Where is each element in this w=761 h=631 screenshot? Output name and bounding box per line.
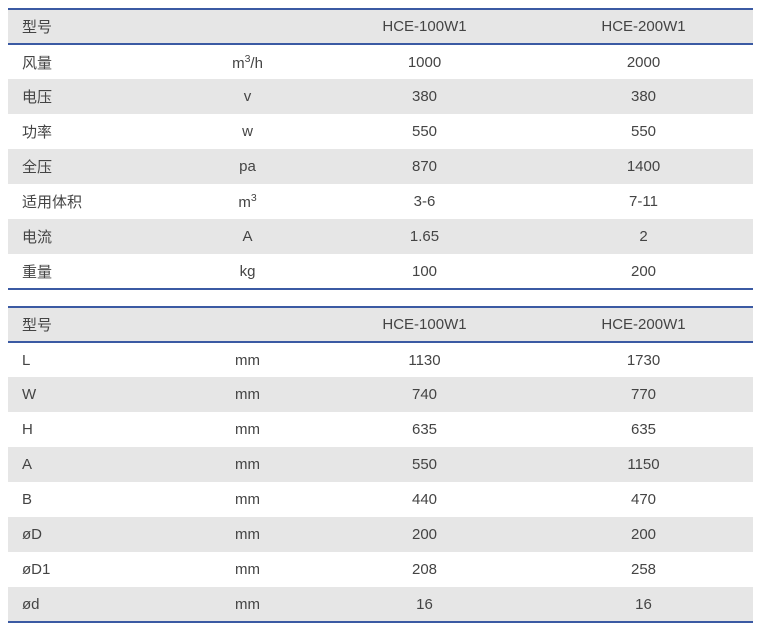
table-row: øD1mm208258: [8, 552, 753, 587]
table-row: 电流A1.652: [8, 219, 753, 254]
table-row: 重量kg100200: [8, 254, 753, 289]
row-unit: pa: [180, 149, 315, 184]
row-value-2: 2: [534, 219, 753, 254]
row-unit: mm: [180, 552, 315, 587]
header-model-2: HCE-200W1: [534, 307, 753, 342]
header-unit: [180, 307, 315, 342]
row-value-1: 16: [315, 587, 534, 622]
row-value-1: 440: [315, 482, 534, 517]
row-value-2: 550: [534, 114, 753, 149]
header-unit: [180, 9, 315, 44]
spec-table-1-body: 风量m3/h10002000电压v380380功率w550550全压pa8701…: [8, 44, 753, 289]
table-header-row: 型号 HCE-100W1 HCE-200W1: [8, 307, 753, 342]
row-value-2: 200: [534, 517, 753, 552]
row-value-1: 550: [315, 114, 534, 149]
row-unit: mm: [180, 412, 315, 447]
row-value-2: 7-11: [534, 184, 753, 219]
row-label: B: [8, 482, 180, 517]
table-row: 功率w550550: [8, 114, 753, 149]
row-unit: v: [180, 79, 315, 114]
row-unit: A: [180, 219, 315, 254]
row-value-1: 208: [315, 552, 534, 587]
row-label: 电压: [8, 79, 180, 114]
row-label: 功率: [8, 114, 180, 149]
header-model-2: HCE-200W1: [534, 9, 753, 44]
row-value-1: 3-6: [315, 184, 534, 219]
spec-table-2: 型号 HCE-100W1 HCE-200W1 Lmm11301730Wmm740…: [8, 306, 753, 623]
row-unit: w: [180, 114, 315, 149]
header-model-1: HCE-100W1: [315, 9, 534, 44]
row-value-2: 258: [534, 552, 753, 587]
row-label: W: [8, 377, 180, 412]
table-header-row: 型号 HCE-100W1 HCE-200W1: [8, 9, 753, 44]
row-label: øD: [8, 517, 180, 552]
row-label: 风量: [8, 44, 180, 79]
row-value-2: 380: [534, 79, 753, 114]
row-label: 适用体积: [8, 184, 180, 219]
row-value-1: 380: [315, 79, 534, 114]
row-value-2: 770: [534, 377, 753, 412]
table-row: Wmm740770: [8, 377, 753, 412]
header-label: 型号: [8, 307, 180, 342]
table-row: 适用体积m33-67-11: [8, 184, 753, 219]
table-row: 风量m3/h10002000: [8, 44, 753, 79]
table-row: 电压v380380: [8, 79, 753, 114]
row-value-2: 1150: [534, 447, 753, 482]
row-unit: mm: [180, 587, 315, 622]
row-label: ød: [8, 587, 180, 622]
table-row: Hmm635635: [8, 412, 753, 447]
table-row: Lmm11301730: [8, 342, 753, 377]
table-row: Amm5501150: [8, 447, 753, 482]
header-label: 型号: [8, 9, 180, 44]
table-row: 全压pa8701400: [8, 149, 753, 184]
row-label: øD1: [8, 552, 180, 587]
row-value-1: 635: [315, 412, 534, 447]
row-unit: mm: [180, 517, 315, 552]
row-unit: mm: [180, 482, 315, 517]
row-value-1: 1130: [315, 342, 534, 377]
row-value-2: 635: [534, 412, 753, 447]
row-label: 全压: [8, 149, 180, 184]
row-unit: kg: [180, 254, 315, 289]
row-value-2: 1400: [534, 149, 753, 184]
spec-table-2-body: Lmm11301730Wmm740770Hmm635635Amm5501150B…: [8, 342, 753, 622]
row-label: L: [8, 342, 180, 377]
row-value-1: 100: [315, 254, 534, 289]
row-unit: mm: [180, 447, 315, 482]
row-value-2: 16: [534, 587, 753, 622]
row-value-1: 870: [315, 149, 534, 184]
row-value-1: 550: [315, 447, 534, 482]
row-value-2: 200: [534, 254, 753, 289]
row-value-2: 470: [534, 482, 753, 517]
row-value-1: 1000: [315, 44, 534, 79]
table-row: øDmm200200: [8, 517, 753, 552]
row-unit: mm: [180, 342, 315, 377]
table-row: Bmm440470: [8, 482, 753, 517]
row-value-2: 2000: [534, 44, 753, 79]
row-label: 重量: [8, 254, 180, 289]
header-model-1: HCE-100W1: [315, 307, 534, 342]
row-unit: m3/h: [180, 44, 315, 79]
table-row: ødmm1616: [8, 587, 753, 622]
row-label: H: [8, 412, 180, 447]
spec-table-1: 型号 HCE-100W1 HCE-200W1 风量m3/h10002000电压v…: [8, 8, 753, 290]
row-label: 电流: [8, 219, 180, 254]
row-unit: mm: [180, 377, 315, 412]
row-value-1: 740: [315, 377, 534, 412]
row-value-2: 1730: [534, 342, 753, 377]
row-label: A: [8, 447, 180, 482]
row-value-1: 1.65: [315, 219, 534, 254]
row-value-1: 200: [315, 517, 534, 552]
row-unit: m3: [180, 184, 315, 219]
